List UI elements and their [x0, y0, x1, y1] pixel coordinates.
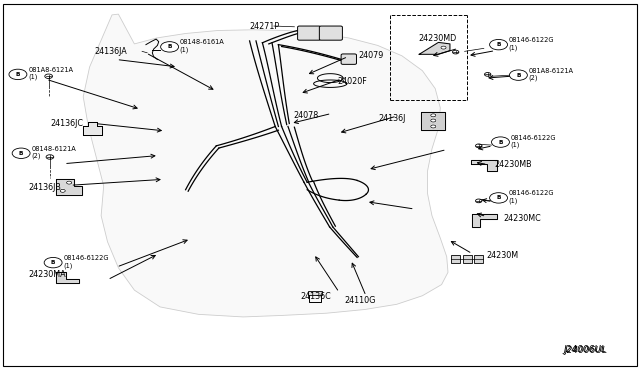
Bar — [451, 255, 460, 263]
Text: B: B — [51, 260, 55, 265]
Circle shape — [490, 39, 508, 50]
Polygon shape — [471, 160, 497, 171]
Text: B: B — [168, 44, 172, 49]
Text: B: B — [497, 195, 500, 201]
Bar — [308, 291, 322, 295]
Polygon shape — [83, 122, 102, 135]
Text: J24006UL: J24006UL — [563, 345, 606, 354]
FancyBboxPatch shape — [341, 54, 356, 64]
Text: 24230M: 24230M — [486, 251, 518, 260]
Text: 24136C: 24136C — [301, 292, 332, 301]
Circle shape — [431, 119, 436, 122]
Circle shape — [9, 69, 27, 80]
Text: 08146-6122G
(1): 08146-6122G (1) — [509, 37, 554, 51]
Text: 24078: 24078 — [293, 111, 318, 120]
FancyBboxPatch shape — [298, 26, 321, 40]
Text: J24006UL: J24006UL — [564, 346, 607, 355]
Text: 08146-6122G
(1): 08146-6122G (1) — [63, 255, 109, 269]
Circle shape — [441, 46, 446, 49]
Circle shape — [161, 42, 179, 52]
Text: 24230MB: 24230MB — [495, 160, 532, 169]
Circle shape — [490, 193, 508, 203]
Bar — [463, 255, 472, 263]
Text: 08148-6121A
(2): 08148-6121A (2) — [31, 146, 76, 159]
Text: 24136JA: 24136JA — [95, 47, 127, 56]
Text: 24136J: 24136J — [378, 114, 406, 123]
Circle shape — [44, 257, 62, 268]
Text: B: B — [19, 151, 23, 156]
Circle shape — [492, 137, 509, 147]
Polygon shape — [472, 214, 497, 227]
Text: B: B — [499, 140, 502, 145]
Text: 24020F: 24020F — [337, 77, 367, 86]
Circle shape — [60, 189, 65, 192]
Text: 24230MA: 24230MA — [28, 270, 66, 279]
Text: 24136JC: 24136JC — [50, 119, 83, 128]
Text: 081A8-6121A
(1): 081A8-6121A (1) — [28, 67, 73, 80]
Polygon shape — [56, 179, 82, 195]
Text: 24079: 24079 — [358, 51, 384, 60]
Text: 08146-6122G
(1): 08146-6122G (1) — [511, 135, 556, 148]
Circle shape — [12, 148, 30, 158]
Circle shape — [67, 181, 72, 184]
Polygon shape — [56, 272, 79, 283]
Text: 24271P: 24271P — [250, 22, 280, 31]
Circle shape — [431, 114, 436, 117]
Text: 08148-6161A
(1): 08148-6161A (1) — [180, 39, 225, 53]
Text: B: B — [516, 73, 520, 78]
Text: B: B — [497, 42, 500, 47]
Text: B: B — [16, 72, 20, 77]
Text: 24230MD: 24230MD — [419, 34, 457, 43]
Text: 08146-6122G
(1): 08146-6122G (1) — [509, 190, 554, 204]
Text: 081A8-6121A
(2): 081A8-6121A (2) — [529, 68, 573, 81]
Polygon shape — [421, 112, 445, 130]
Text: 24110G: 24110G — [344, 296, 376, 305]
Bar — [474, 255, 483, 263]
PathPatch shape — [83, 14, 448, 317]
FancyBboxPatch shape — [319, 26, 342, 40]
Text: 24230MC: 24230MC — [503, 214, 541, 223]
Polygon shape — [419, 42, 450, 54]
Circle shape — [431, 125, 436, 128]
Text: 24136JB: 24136JB — [28, 183, 61, 192]
Circle shape — [509, 70, 527, 80]
